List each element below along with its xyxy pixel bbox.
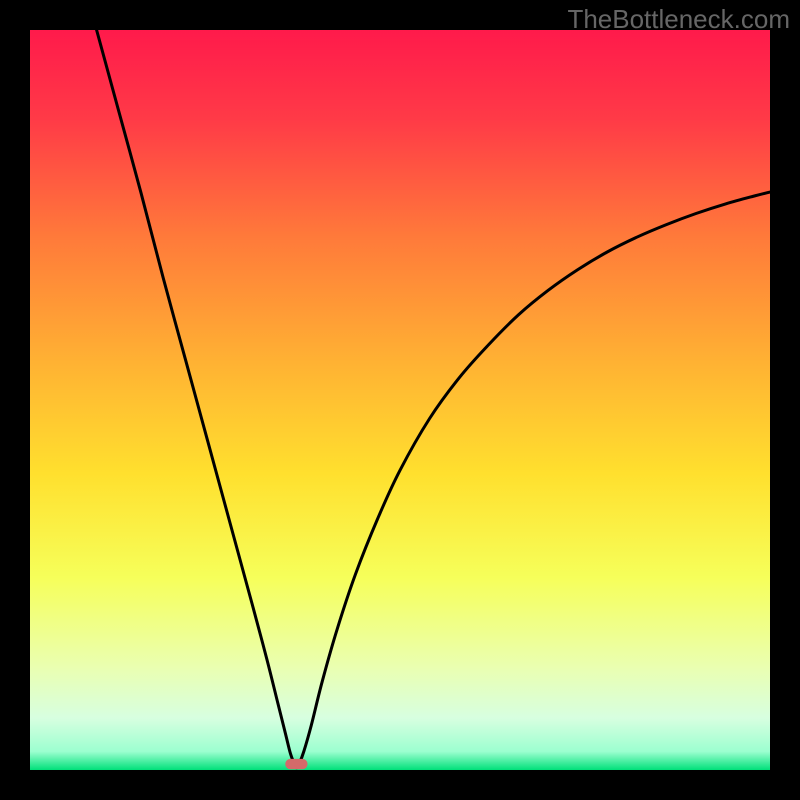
plot-area-gradient xyxy=(30,30,770,770)
min-marker xyxy=(285,759,307,769)
watermark-text: TheBottleneck.com xyxy=(567,4,790,35)
figure-root: TheBottleneck.com xyxy=(0,0,800,800)
bottleneck-curve-chart xyxy=(0,0,800,800)
